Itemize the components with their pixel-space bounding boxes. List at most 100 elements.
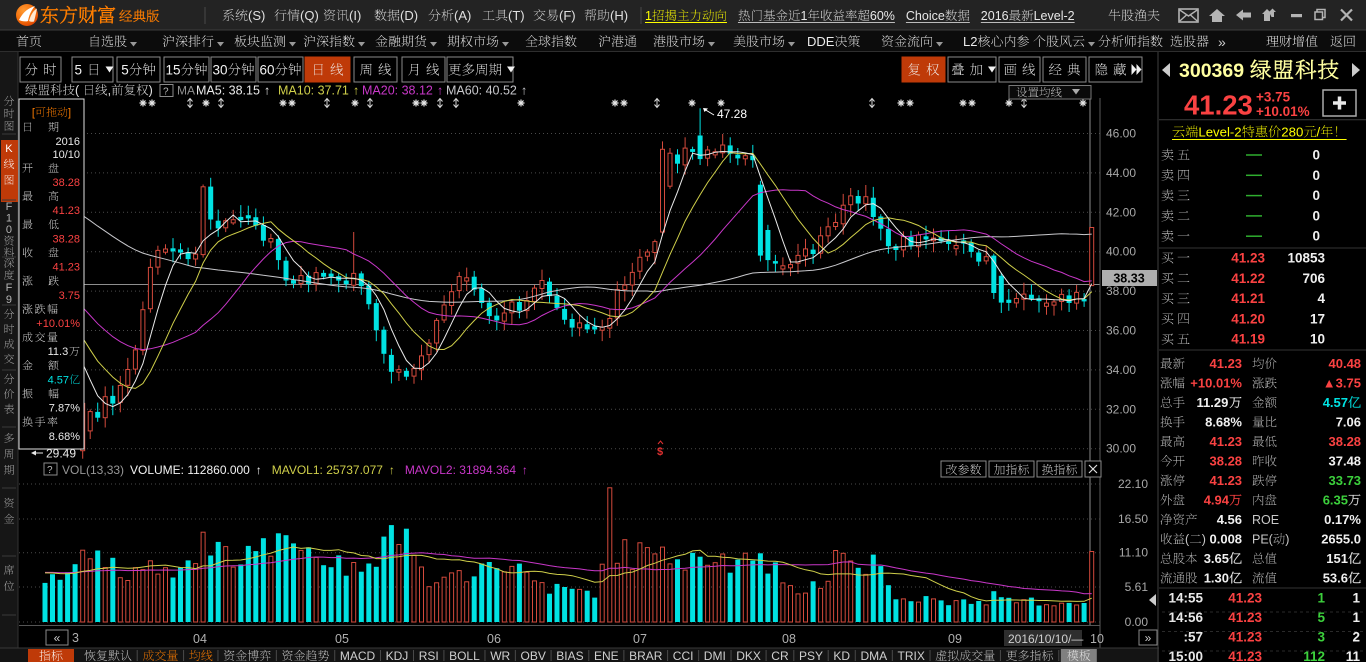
svg-text:9: 9 <box>6 294 12 306</box>
svg-text:WR: WR <box>490 649 510 662</box>
svg-text:?: ? <box>47 465 53 476</box>
svg-text:+10.01%: +10.01% <box>1190 376 1242 391</box>
svg-text:41.23: 41.23 <box>1228 591 1262 606</box>
svg-text:0: 0 <box>1312 188 1320 203</box>
svg-text:1: 1 <box>1352 591 1360 606</box>
svg-text:7.06: 7.06 <box>1336 415 1361 430</box>
svg-text:300369: 300369 <box>1179 60 1244 82</box>
svg-text:41.23: 41.23 <box>1210 473 1243 488</box>
svg-text:5: 5 <box>121 63 129 78</box>
svg-text:(D): (D) <box>400 8 418 23</box>
svg-text:29.49: 29.49 <box>46 447 76 461</box>
svg-text:3: 3 <box>1317 630 1325 645</box>
svg-text:6.35: 6.35 <box>1323 493 1348 508</box>
svg-text:1: 1 <box>1317 591 1325 606</box>
svg-text:BOLL: BOLL <box>449 649 480 662</box>
svg-text:▲3.75: ▲3.75 <box>1323 376 1361 391</box>
svg-text:14:55: 14:55 <box>1168 591 1203 606</box>
svg-text:38.00: 38.00 <box>1106 284 1136 298</box>
svg-text:4: 4 <box>1317 291 1325 306</box>
svg-text:,: , <box>108 84 111 98</box>
svg-text:0: 0 <box>6 224 12 236</box>
svg-text:(: ( <box>1185 533 1190 547</box>
svg-text:[: [ <box>32 107 35 119</box>
svg-text:0: 0 <box>1312 208 1320 223</box>
svg-text:36.00: 36.00 <box>1106 324 1136 338</box>
svg-text:(I): (I) <box>349 8 361 23</box>
svg-text:3.75: 3.75 <box>59 290 80 302</box>
svg-text:706: 706 <box>1302 271 1325 286</box>
svg-text:5: 5 <box>1317 610 1325 625</box>
svg-text:DMA: DMA <box>861 649 888 662</box>
svg-text:41.21: 41.21 <box>1231 291 1265 306</box>
svg-text:60%: 60% <box>870 9 895 23</box>
svg-text:↑: ↑ <box>522 463 528 477</box>
svg-text:8.68%: 8.68% <box>1205 415 1242 430</box>
svg-text:PE(: PE( <box>1252 533 1274 547</box>
svg-text:(S): (S) <box>248 8 265 23</box>
svg-text:10853: 10853 <box>1287 251 1325 266</box>
svg-text:L2: L2 <box>963 34 977 49</box>
svg-text:↑: ↑ <box>264 84 270 98</box>
svg-text:2016: 2016 <box>56 136 80 148</box>
svg-text:DDE: DDE <box>807 34 835 49</box>
svg-text:4.57: 4.57 <box>48 374 69 386</box>
svg-text:F: F <box>6 201 13 213</box>
svg-text:40.48: 40.48 <box>1329 356 1362 371</box>
svg-text:MA5: 38.15: MA5: 38.15 <box>196 84 260 98</box>
svg-text:(H): (H) <box>610 8 628 23</box>
svg-text:05: 05 <box>335 632 349 646</box>
svg-text:09: 09 <box>948 632 962 646</box>
svg-text:1: 1 <box>645 9 652 23</box>
svg-text:10: 10 <box>1310 332 1325 347</box>
svg-text:5: 5 <box>75 63 88 78</box>
svg-text:MA20: 38.12: MA20: 38.12 <box>362 84 433 98</box>
svg-text:MACD: MACD <box>340 649 376 662</box>
svg-text:34.00: 34.00 <box>1106 363 1136 377</box>
svg-text:7.87%: 7.87% <box>49 403 80 415</box>
svg-text:41.23: 41.23 <box>1231 251 1265 266</box>
svg-text:(Q): (Q) <box>300 8 319 23</box>
svg-text:41.23: 41.23 <box>53 205 81 217</box>
svg-text:30.00: 30.00 <box>1106 442 1136 456</box>
svg-text:): ) <box>1285 533 1289 547</box>
svg-text:07: 07 <box>633 632 647 646</box>
svg-text:60: 60 <box>260 63 275 78</box>
svg-text:10/10: 10/10 <box>53 149 81 161</box>
svg-text:2016: 2016 <box>981 9 1009 23</box>
svg-text:41.23: 41.23 <box>1228 610 1262 625</box>
svg-text:38.28: 38.28 <box>53 177 81 189</box>
svg-text:04: 04 <box>193 632 207 646</box>
svg-text:«: « <box>54 631 61 645</box>
svg-text:2655.0: 2655.0 <box>1321 532 1361 547</box>
svg-text:33.73: 33.73 <box>1329 473 1362 488</box>
svg-text:15: 15 <box>166 63 181 78</box>
svg-text:MA: MA <box>177 84 195 98</box>
svg-text:0.00: 0.00 <box>1125 615 1149 629</box>
svg-text:4.94: 4.94 <box>1204 493 1230 508</box>
svg-text:38.28: 38.28 <box>1210 454 1243 469</box>
svg-text:(T): (T) <box>508 8 525 23</box>
svg-text:17: 17 <box>1310 311 1325 326</box>
svg-text:41.19: 41.19 <box>1231 332 1265 347</box>
svg-text:44.00: 44.00 <box>1106 166 1136 180</box>
svg-text:»: » <box>1218 34 1226 50</box>
svg-text:38.28: 38.28 <box>1329 434 1362 449</box>
svg-text:KD: KD <box>833 649 850 662</box>
svg-text:3.65: 3.65 <box>1204 551 1229 566</box>
svg-text:41.23: 41.23 <box>1228 649 1262 662</box>
svg-text:F: F <box>6 282 13 294</box>
svg-text:11.3: 11.3 <box>48 346 69 358</box>
svg-text:53.6: 53.6 <box>1323 571 1348 586</box>
svg-text::57: :57 <box>1183 630 1203 645</box>
svg-text:38.28: 38.28 <box>53 233 81 245</box>
svg-text:08: 08 <box>782 632 796 646</box>
svg-text:1: 1 <box>6 213 12 225</box>
svg-text:46.00: 46.00 <box>1106 127 1136 141</box>
svg-text:↑: ↑ <box>437 84 443 98</box>
svg-text:K: K <box>5 143 13 155</box>
svg-text:8.68%: 8.68% <box>49 431 80 443</box>
svg-text:0.008: 0.008 <box>1210 532 1243 547</box>
svg-text:MAVOL1: 25737.077: MAVOL1: 25737.077 <box>272 463 384 477</box>
svg-text:280: 280 <box>1281 125 1303 140</box>
